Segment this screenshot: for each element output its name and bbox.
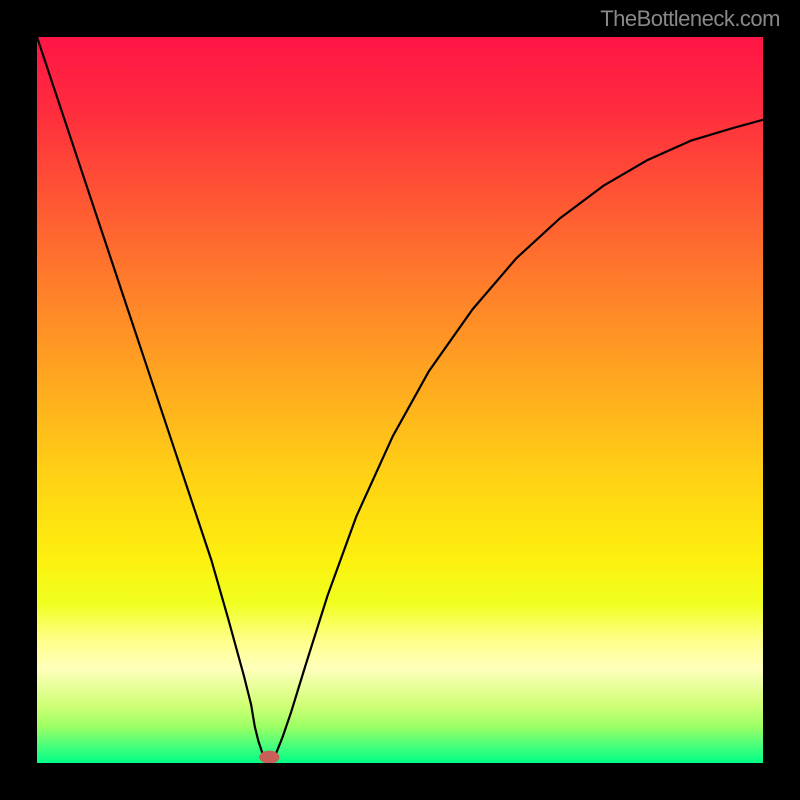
bottleneck-curve [37, 37, 763, 760]
plot-area [37, 37, 763, 763]
watermark-text: TheBottleneck.com [600, 6, 780, 32]
curve-layer [37, 37, 763, 763]
